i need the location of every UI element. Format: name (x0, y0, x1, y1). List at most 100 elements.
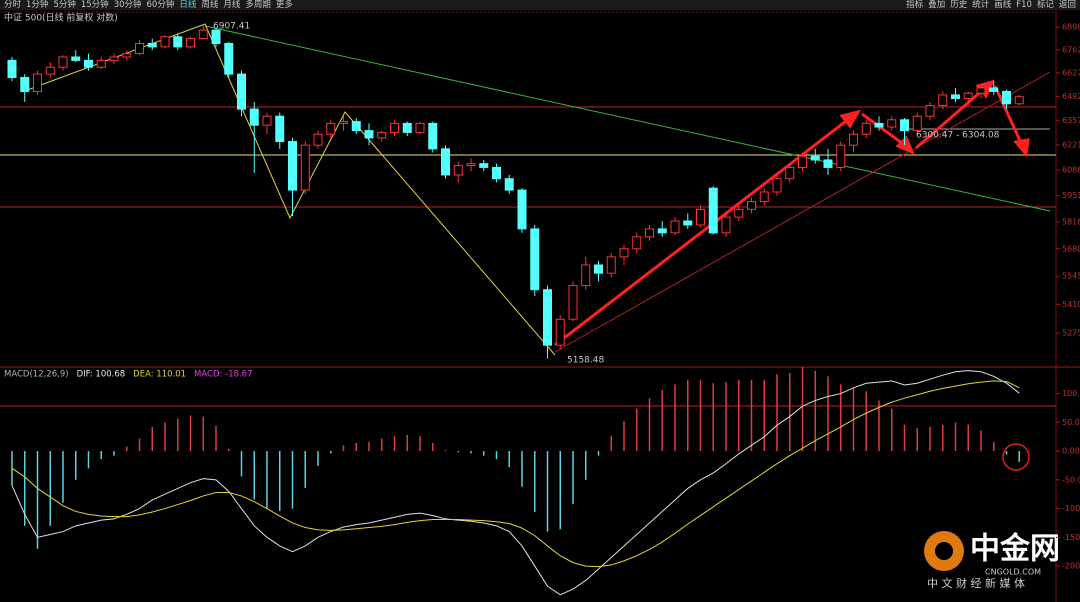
candle-body (147, 42, 157, 48)
y-tick-label: -150.0 (1062, 533, 1080, 542)
toolbar-tab[interactable]: 标记 (1036, 0, 1054, 10)
candle-body (836, 144, 846, 168)
toolbar: 分时 1分钟 5分钟 15分钟 30分钟 60分钟 日线 周线 月线 多周期 更多 指标 叠加 历史 统计画… (0, 0, 1080, 10)
candle-body (989, 87, 999, 92)
candle-body (912, 115, 922, 132)
candle-body (747, 201, 756, 210)
candle-body (823, 159, 833, 168)
annotation: 6907.41 (213, 22, 250, 32)
candle-body (224, 42, 234, 75)
candle-body (696, 208, 705, 226)
logo (935, 542, 953, 560)
toolbar-tab[interactable]: 5分钟 (53, 0, 76, 10)
candle-body (900, 119, 909, 132)
toolbar-tab[interactable]: 画线 (994, 0, 1012, 10)
legend-item: DEA: 110.01 (133, 370, 186, 380)
candle-body (772, 178, 782, 193)
y-tick-label: 6221 (1062, 141, 1080, 150)
toolbar-tab[interactable]: 指标 (906, 0, 924, 10)
candle-body (849, 133, 858, 146)
candle-body (377, 131, 387, 139)
y-tick-label: 6086 (1062, 166, 1080, 175)
toolbar-tab[interactable]: 30分钟 (113, 0, 142, 10)
toolbar-tab[interactable]: 历史 (950, 0, 968, 10)
candle-body (874, 122, 884, 128)
toolbar-tab[interactable]: 日线 (179, 0, 197, 10)
candle-body (721, 216, 731, 234)
candle-body (45, 66, 55, 75)
candle-body (785, 166, 795, 180)
candle-body (160, 36, 170, 48)
candle-body (428, 122, 438, 150)
toolbar-tab[interactable]: 分时 (4, 0, 22, 10)
candle-body (402, 122, 412, 133)
toolbar-tab[interactable]: 周线 (201, 0, 219, 10)
candle-body (645, 228, 654, 238)
candle-body (7, 59, 17, 79)
y-tick-label: 5680 (1062, 244, 1080, 253)
toolbar-tab[interactable]: 1分钟 (26, 0, 49, 10)
candle-body (441, 148, 450, 176)
legend-item: DIF: 100.68 (77, 370, 126, 380)
candle-body (963, 92, 973, 99)
y-tick-label: 5545 (1062, 272, 1080, 281)
candle-body (186, 37, 195, 48)
y-tick-label: 6492 (1062, 92, 1080, 101)
candle-body (300, 144, 310, 191)
candle-body (568, 285, 578, 320)
candle-body (938, 94, 948, 107)
candle-body (492, 166, 501, 180)
toolbar-tab[interactable]: 叠加 (928, 0, 946, 10)
candle-body (657, 228, 667, 234)
toolbar-tab[interactable]: 多周期 (245, 0, 271, 10)
candle-body (71, 56, 81, 61)
candle-body (606, 256, 616, 274)
candle-body (275, 115, 285, 143)
candle-body (109, 56, 119, 61)
candle-body (237, 73, 246, 110)
candle-body (887, 119, 897, 128)
brand: 中金网 (970, 532, 1060, 567)
candle-body (198, 29, 208, 39)
candle-body (122, 53, 132, 58)
candle-body (504, 178, 514, 191)
toolbar-tab[interactable]: 月线 (223, 0, 241, 10)
toolbar-tab[interactable]: F10 (1016, 0, 1032, 10)
candle-body (364, 130, 374, 139)
toolbar-tab[interactable]: 60分钟 (146, 0, 175, 10)
candle-body (810, 155, 820, 161)
macd-line (11, 380, 1020, 568)
toolbar-tab[interactable]: 统计 (972, 0, 990, 10)
y-tick-label: 6762 (1062, 45, 1080, 54)
trend-line (204, 25, 1051, 212)
candle-body (925, 105, 935, 117)
y-tick-label: -50.00 (1062, 475, 1080, 484)
toolbar-tab[interactable]: 更多 (275, 0, 293, 10)
candle-body (543, 289, 552, 346)
candle-body (530, 228, 540, 291)
candle-body (313, 133, 323, 146)
macd-line (11, 370, 1020, 596)
candle-body (453, 165, 463, 176)
y-tick-label: 5816 (1062, 217, 1080, 226)
candle-body (759, 191, 769, 203)
candle-body (632, 236, 642, 250)
candle-body (708, 187, 718, 234)
candle-body (619, 248, 629, 258)
toolbar-tab[interactable]: 返回 (1058, 0, 1076, 10)
y-tick-label: 6627 (1062, 68, 1080, 77)
toolbar-tab[interactable]: 15分钟 (80, 0, 109, 10)
arrows (554, 79, 1030, 347)
candle-body (581, 264, 591, 287)
annotation: 5158.48 (567, 356, 604, 366)
y-tick-label: 0.00 (1062, 447, 1080, 456)
candle-body (96, 59, 106, 68)
tools: 指标 叠加 历史 统计 画线 F10 标记 返回 (902, 0, 1080, 10)
candle-body (861, 122, 871, 135)
watermark: 中金网 CNGOLD.COM 中 文 财 经 新 媒 体 (924, 531, 1060, 590)
y-tick-label: 6357 (1062, 116, 1080, 125)
candle-body (683, 220, 693, 226)
candle-body (326, 122, 336, 135)
y-tick-label: 5410 (1062, 300, 1080, 309)
